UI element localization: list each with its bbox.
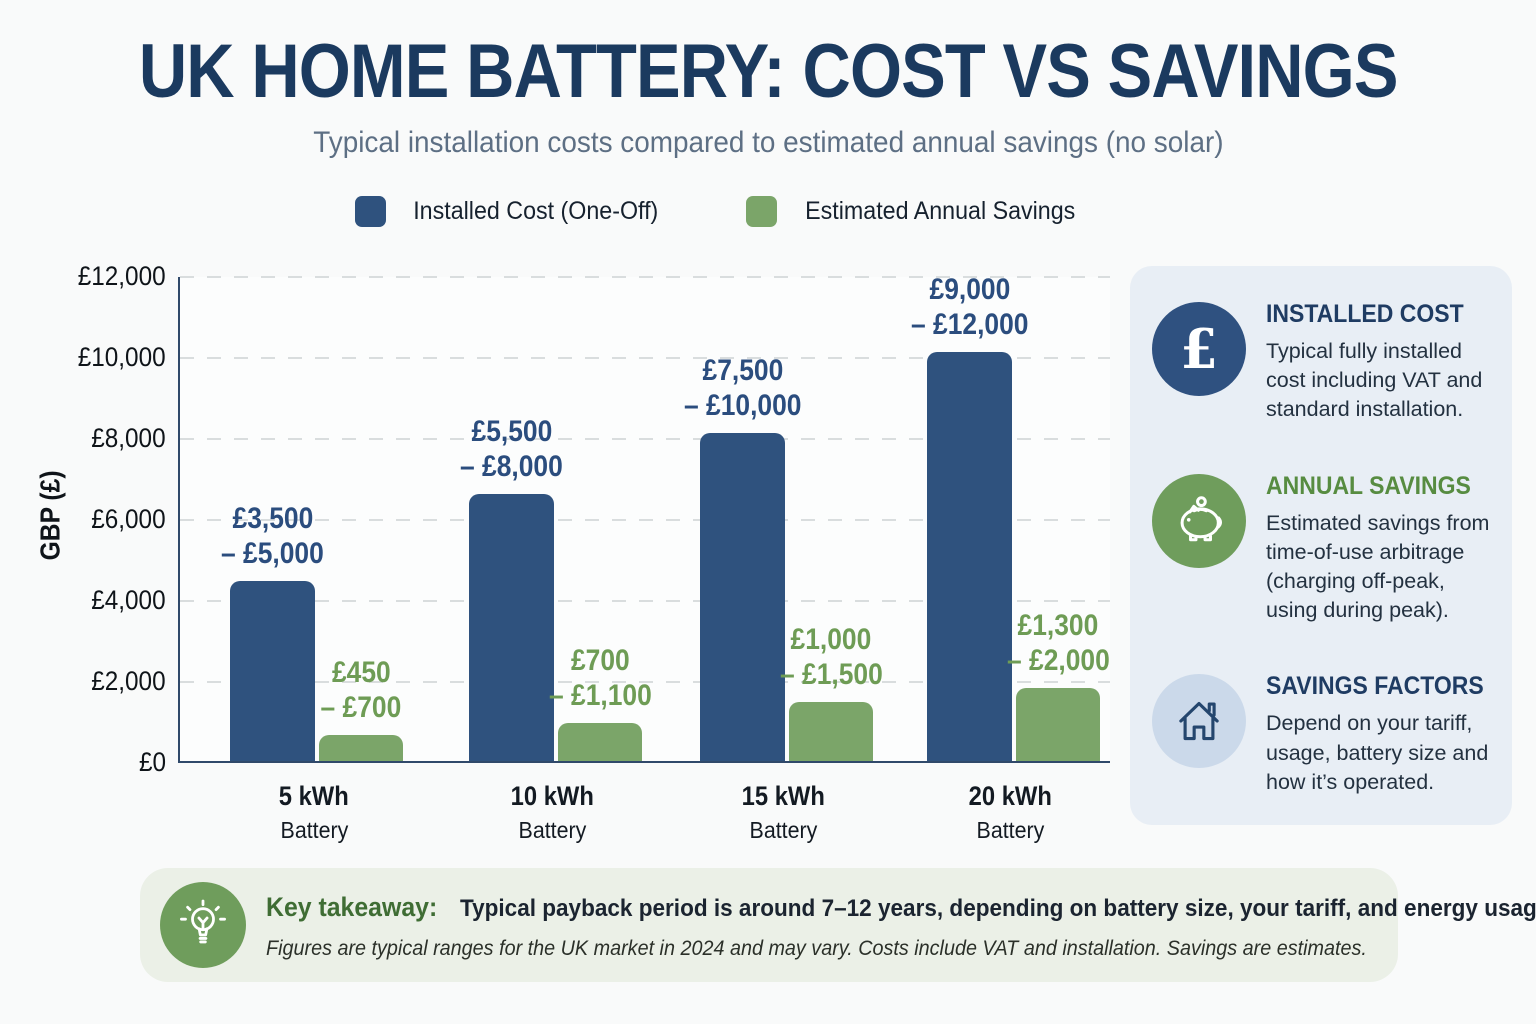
savings-bar-20kwh: [1016, 688, 1100, 761]
savings-range-label: £700– £1,100: [548, 644, 652, 712]
cost-bar-5kwh: [230, 581, 315, 761]
legend-label-savings: Estimated Annual Savings: [804, 197, 1075, 225]
y-tick-label: £6,000: [91, 504, 166, 534]
x-axis-label-10kwh: 10 kWh Battery: [510, 781, 594, 843]
cost-bar-10kwh: [469, 494, 554, 761]
card-installed-cost: £ INSTALLED COST Typical fully installed…: [1152, 298, 1492, 425]
savings-bar-5kwh: [319, 735, 403, 761]
legend-label-cost: Installed Cost (One-Off): [413, 197, 659, 225]
takeaway-line: Key takeaway: Typical payback period is a…: [266, 892, 1536, 923]
takeaway-text: Typical payback period is around 7–12 ye…: [460, 895, 1536, 922]
cost-range-label: £9,000– £12,000: [910, 273, 1029, 341]
page-title: UK HOME BATTERY: COST VS SAVINGS: [138, 29, 1399, 114]
legend-item-installed-cost: Installed Cost (One-Off): [355, 196, 668, 227]
savings-range-label: £450– £700: [320, 656, 402, 724]
y-tick-label: £2,000: [91, 666, 166, 696]
y-tick-label: £8,000: [91, 423, 166, 453]
cost-range-label: £5,500– £8,000: [460, 415, 563, 483]
gridline: [180, 600, 1110, 602]
gridline: [180, 519, 1110, 521]
y-tick-label: £0: [138, 747, 166, 777]
savings-bar-15kwh: [789, 702, 873, 761]
y-tick-label: £10,000: [78, 342, 166, 372]
gridline: [180, 357, 1110, 359]
page-subtitle: Typical installation costs compared to e…: [312, 126, 1224, 159]
x-axis-label-20kwh: 20 kWh Battery: [968, 781, 1052, 843]
takeaway-footnote: Figures are typical ranges for the UK ma…: [266, 936, 1367, 960]
plot-area: £3,500– £5,000 £450– £700 £5,500– £8,000 £7…: [178, 273, 1110, 763]
cost-range-label: £3,500– £5,000: [221, 502, 324, 570]
info-sidebar: £ INSTALLED COST Typical fully installed…: [1130, 266, 1512, 825]
card-body: Depend on your tariff, usage, battery si…: [1266, 711, 1489, 794]
lightbulb-icon: [160, 882, 246, 968]
cost-bar-20kwh: [927, 352, 1012, 761]
card-body: Estimated savings from time-of-use arbit…: [1266, 510, 1490, 623]
takeaway-heading: Key takeaway:: [266, 892, 438, 922]
card-title: INSTALLED COST: [1266, 300, 1464, 328]
pound-icon: £: [1152, 302, 1246, 396]
y-tick-label: £4,000: [91, 585, 166, 615]
savings-range-label: £1,300– £2,000: [1006, 609, 1110, 677]
savings-bar-10kwh: [558, 723, 642, 761]
legend-item-annual-savings: Estimated Annual Savings: [745, 196, 1085, 227]
y-tick-label: £12,000: [78, 261, 166, 291]
savings-range-label: £1,000– £1,500: [779, 623, 883, 691]
y-axis-ticks: £12,000 £10,000 £8,000 £6,000 £4,000 £2,000 £0: [56, 261, 166, 777]
x-axis-label-5kwh: 5 kWh Battery: [279, 781, 349, 843]
card-savings-factors: SAVINGS FACTORS Depend on your tariff, u…: [1152, 670, 1492, 797]
cost-range-label: £7,500– £10,000: [683, 354, 802, 422]
cost-swatch-icon: [355, 196, 386, 227]
x-axis-label-15kwh: 15 kWh Battery: [741, 781, 825, 843]
gridline: [180, 438, 1110, 440]
card-title: ANNUAL SAVINGS: [1266, 471, 1471, 500]
cost-bar-15kwh: [700, 433, 785, 761]
legend: Installed Cost (One-Off) Estimated Annua…: [0, 196, 1440, 227]
piggy-bank-icon: [1152, 473, 1246, 568]
card-annual-savings: ANNUAL SAVINGS Estimated savings from ti…: [1152, 470, 1492, 626]
gridline: [180, 276, 1110, 278]
key-takeaway-panel: Key takeaway: Typical payback period is a…: [140, 868, 1536, 982]
card-body: Typical fully installed cost including V…: [1266, 339, 1483, 422]
savings-swatch-icon: [745, 196, 777, 227]
gridline: [180, 681, 1110, 683]
card-title: SAVINGS FACTORS: [1266, 672, 1484, 701]
house-icon: [1152, 674, 1246, 769]
